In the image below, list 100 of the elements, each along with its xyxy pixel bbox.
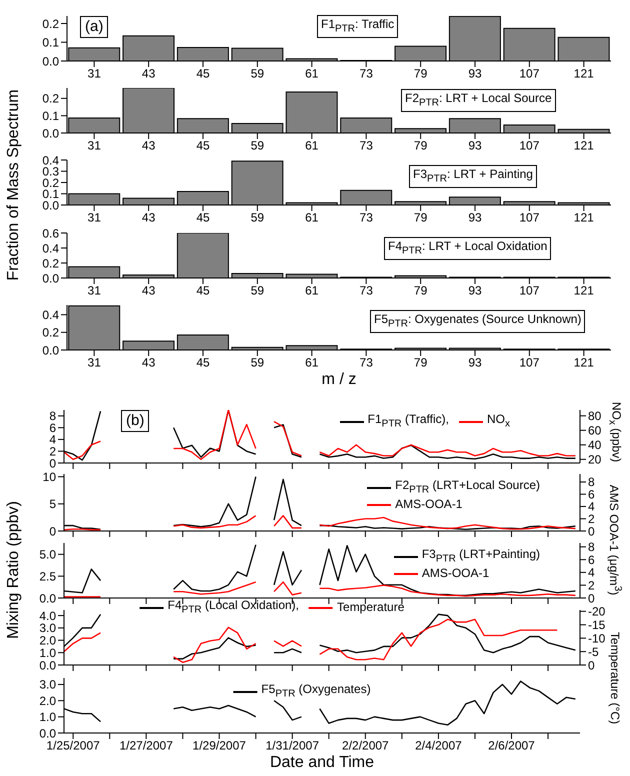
y-tick-label: 1.0	[39, 710, 56, 724]
x-tick-label: 107	[519, 356, 540, 370]
x-tick-label: 79	[414, 138, 428, 153]
y-tick-label: 10	[42, 470, 56, 484]
y-tick-label: 0.2	[42, 326, 60, 340]
y2-tick-label: 20	[588, 452, 602, 467]
y-tick-label: 0.6	[42, 226, 60, 240]
y-axis-title: Fraction of Mass Spectrum	[5, 89, 22, 281]
annotation: F3$_{PTR}$: LRT + Painting	[413, 167, 533, 184]
x-tick-label: 1/27/2007	[120, 738, 174, 753]
legend-label: F5$_{PTR}$ (Oxygenates)	[261, 682, 371, 702]
x-tick-label: 1/25/2007	[46, 738, 100, 753]
x-tick-label: 59	[250, 66, 264, 81]
legend-label: AMS-OOA-1	[395, 497, 462, 512]
x-axis-title: m / z	[322, 371, 356, 388]
y-tick-label: 0.2	[42, 16, 60, 31]
annotation: F2$_{PTR}$: LRT + Local Source	[405, 91, 552, 108]
legend-label: F2$_{PTR}$ (LRT+Local Source)	[395, 478, 540, 498]
annotation: F1$_{PTR}$: Traffic	[321, 17, 394, 34]
x-tick-label: 61	[305, 210, 319, 225]
x-tick-label: 45	[196, 210, 210, 225]
y-tick-label: 0.0	[39, 726, 56, 740]
x-tick-label: 73	[360, 138, 374, 153]
y-tick-label: 2.0	[39, 694, 56, 708]
legend-label: F3$_{PTR}$ (LRT+Painting)	[422, 547, 540, 566]
y2-tick-label: -15	[588, 618, 606, 632]
y-tick-label: 0	[49, 456, 56, 470]
y2-tick-label: 0	[588, 524, 595, 538]
x-tick-label: 59	[250, 138, 264, 153]
x-tick-label: 93	[468, 210, 482, 225]
y2-tick-label: 8	[588, 540, 595, 554]
y2-tick-label: 60	[588, 424, 602, 438]
x-tick-label: 43	[142, 356, 156, 370]
y2-tick-label: -10	[588, 631, 606, 646]
x-tick-label: 73	[360, 356, 374, 370]
x-tick-label: 79	[414, 356, 428, 370]
x-tick-label: 107	[519, 284, 540, 298]
x-tick-label: 31	[88, 66, 102, 81]
x-tick-label: 61	[305, 356, 319, 370]
x-tick-label: 79	[414, 210, 428, 225]
x-tick-label: 59	[250, 210, 264, 225]
x-tick-label: 79	[414, 284, 428, 298]
x-tick-label: 93	[468, 356, 482, 370]
y2-tick-label: 2	[588, 512, 595, 526]
legend-label: F4$_{PTR}$ (Local Oxidation),	[168, 598, 300, 618]
y-tick-label: 0.0	[42, 126, 60, 140]
y-tick-label: 0.1	[42, 36, 60, 50]
x-tick-label: 43	[142, 138, 156, 153]
y2-tick-label: 4	[588, 566, 595, 580]
x-tick-label: 1/31/2007	[266, 738, 320, 753]
y2-tick-label: 40	[588, 438, 602, 452]
x-tick-label: 61	[305, 66, 319, 81]
y-tick-label: 2.5	[39, 569, 56, 584]
x-tick-label: 45	[196, 138, 210, 153]
x-tick-label: 61	[305, 284, 319, 298]
y-tick-label: 5.0	[39, 548, 56, 562]
y2-tick-label: 4	[588, 500, 595, 514]
y-tick-label: 5	[49, 497, 56, 512]
x-tick-label: 45	[196, 356, 210, 370]
y-tick-label: 1.0	[39, 646, 56, 660]
y-tick-label: 0	[49, 524, 56, 538]
y-tick-label: 2	[49, 444, 56, 458]
x-tick-label: 43	[142, 66, 156, 81]
x-tick-label: 93	[468, 138, 482, 153]
x-tick-label: 45	[196, 284, 210, 298]
y2-tick-label: 2	[588, 578, 595, 592]
x-tick-label: 107	[519, 138, 540, 153]
x-tick-label: 121	[574, 284, 594, 298]
x-tick-label: 31	[88, 210, 102, 225]
y2-tick-label: 0	[588, 658, 595, 672]
x-tick-label: 79	[414, 66, 428, 81]
y-tick-label: 0.4	[42, 153, 60, 168]
y-tick-label: 0.2	[42, 256, 60, 270]
x-tick-label: 31	[88, 356, 102, 370]
annotation: (b)	[126, 412, 144, 429]
x-tick-label: 93	[468, 284, 482, 298]
y2-tick-label: -20	[588, 604, 606, 619]
x-tick-label: 43	[142, 284, 156, 298]
y2-tick-label: 8	[588, 475, 595, 490]
x-tick-label: 43	[142, 210, 156, 225]
y-tick-label: 0.0	[39, 591, 56, 606]
y-tick-label: 0.0	[42, 54, 60, 68]
y2-tick-label: -5	[588, 644, 599, 659]
legend-label: NO$_{x}$	[487, 412, 510, 432]
x-axis-title: Date and Time	[270, 754, 374, 771]
y-tick-label: 3.0	[39, 678, 56, 692]
annotation: (a)	[85, 18, 104, 35]
x-tick-label: 121	[574, 210, 594, 225]
x-tick-label: 45	[196, 66, 210, 81]
x-tick-label: 107	[519, 66, 540, 81]
annotation: F4$_{PTR}$: LRT + Local Oxidation	[388, 239, 548, 256]
y2-tick-label: 80	[588, 409, 602, 424]
x-tick-label: 59	[250, 284, 264, 298]
legend-label: AMS-OOA-1	[422, 566, 490, 582]
y-tick-label: 8	[49, 409, 56, 424]
x-tick-label: 59	[250, 356, 264, 370]
x-tick-label: 121	[574, 356, 594, 370]
x-tick-label: 2/6/2007	[488, 738, 536, 753]
x-tick-label: 31	[88, 284, 102, 298]
y2-tick-label: 6	[588, 487, 595, 502]
